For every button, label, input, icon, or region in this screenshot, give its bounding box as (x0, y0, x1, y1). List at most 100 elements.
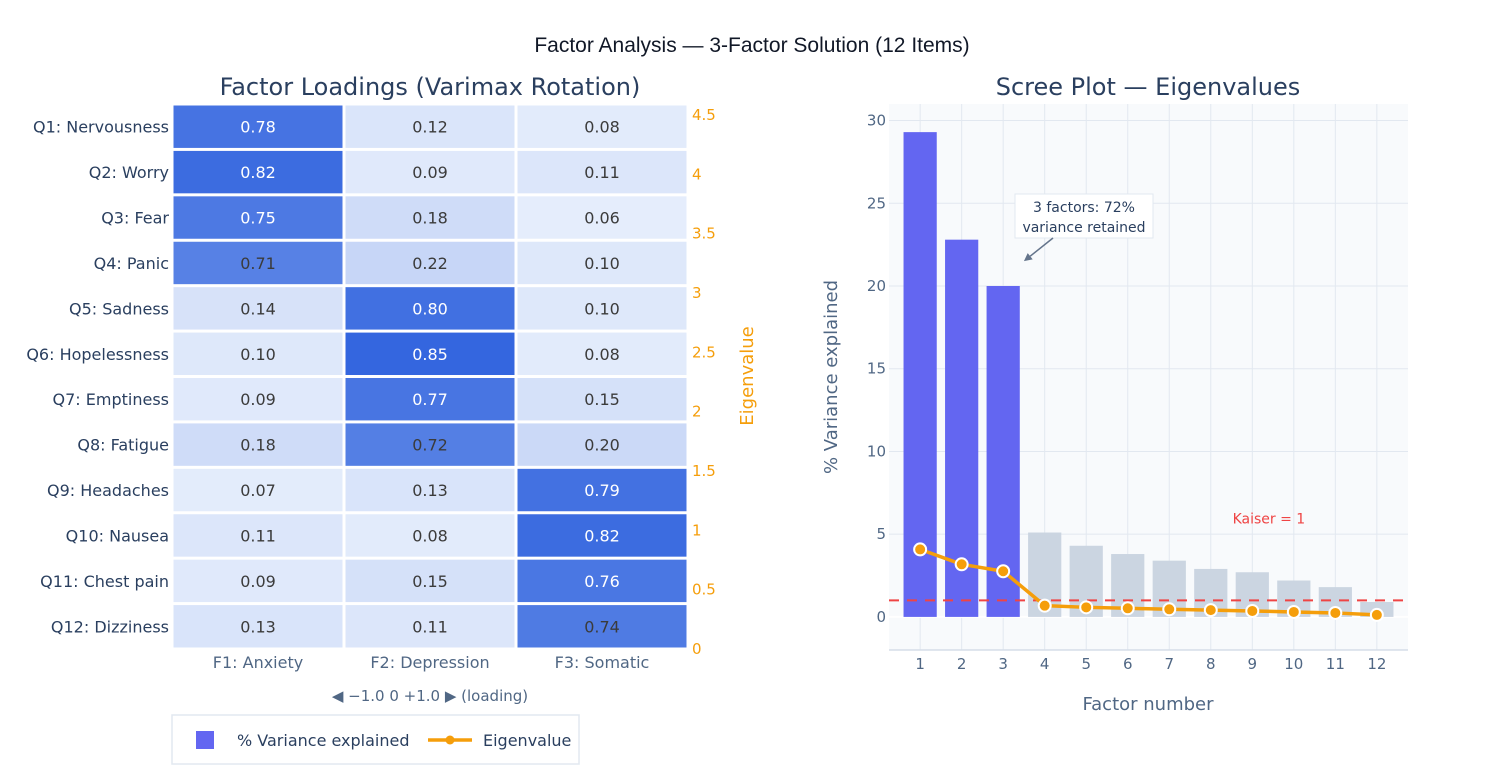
eigenvalue-axis-tick: 2.5 (692, 343, 716, 361)
scree-bar (945, 239, 979, 617)
scree-bar (986, 286, 1020, 617)
heatmap-cell (517, 196, 687, 239)
heatmap-cell (173, 287, 343, 330)
heatmap-cell-value: 0.11 (412, 617, 448, 636)
heatmap-cell-value: 0.72 (412, 436, 448, 455)
scree-x-tick: 1 (915, 655, 925, 673)
legend-label-variance: % Variance explained (237, 731, 410, 750)
legend-item-eigenvalue[interactable]: Eigenvalue (428, 731, 571, 750)
heatmap-cell-value: 0.08 (584, 345, 620, 364)
scree-x-tick: 6 (1123, 655, 1133, 673)
scree-y-tick: 30 (867, 112, 886, 130)
scree-x-ticks: 1 2 3 4 5 6 7 8 9 10 11 12 (915, 655, 1386, 673)
heatmap-cells: 0.78 0.12 0.08 0.82 0.09 0.11 0.75 0.18 0.06 0.71… (173, 105, 687, 648)
heatmap-cell-value: 0.14 (240, 299, 276, 318)
eigenvalue-point (1162, 602, 1177, 617)
heatmap-cell (517, 559, 687, 603)
heatmap-cell (173, 378, 343, 421)
heatmap-cell-value: 0.22 (412, 254, 448, 273)
heatmap-row-label: Q11: Chest pain (40, 572, 169, 591)
scree-y-tick: 10 (867, 442, 886, 460)
scree-x-tick: 4 (1040, 655, 1050, 673)
scree-y-tick: 0 (876, 608, 886, 626)
scree-x-tick: 11 (1326, 655, 1345, 673)
eigenvalue-point (954, 557, 969, 572)
heatmap-cell (173, 105, 343, 148)
heatmap-cell-value: 0.78 (240, 118, 276, 137)
heatmap-row-label: Q4: Panic (94, 254, 169, 273)
heatmap-cell-value: 0.12 (412, 118, 448, 137)
heatmap-cell-value: 0.77 (412, 390, 448, 409)
heatmap-column-label: F1: Anxiety (213, 653, 303, 672)
heatmap-cell (345, 423, 515, 466)
heatmap-cell (345, 332, 515, 375)
heatmap-cell-value: 0.11 (240, 526, 276, 545)
eigenvalue-axis-tick: 0.5 (692, 581, 716, 599)
heatmap-cell-value: 0.09 (412, 163, 448, 182)
heatmap-cell (173, 332, 343, 375)
heatmap-column-label: F2: Depression (370, 653, 489, 672)
heatmap-row-label: Q5: Sadness (69, 299, 169, 318)
scree-x-tick: 7 (1164, 655, 1174, 673)
eigenvalue-point (1037, 598, 1052, 613)
heatmap-cell (173, 468, 343, 512)
heatmap-cell (345, 468, 515, 512)
colorbar-label: ◀ −1.0 0 +1.0 ▶ (loading) (332, 687, 528, 705)
eigenvalue-point (1245, 603, 1260, 618)
heatmap-cell-value: 0.85 (412, 345, 448, 364)
heatmap-cell (517, 287, 687, 330)
heatmap-cell-value: 0.71 (240, 254, 276, 273)
heatmap-cell-value: 0.76 (584, 572, 620, 591)
retained-annotation: 3 factors: 72% variance retained (1014, 193, 1154, 262)
heatmap-cell (173, 150, 343, 194)
scree-x-tick: 5 (1081, 655, 1091, 673)
eigenvalue-point (996, 564, 1011, 579)
scree-y-ticks: 0 5 10 15 20 25 30 (867, 112, 886, 626)
eigenvalue-point (1120, 601, 1135, 616)
heatmap-row-label: Q10: Nausea (66, 526, 169, 545)
heatmap-cell (517, 332, 687, 375)
heatmap-title: Factor Loadings (Varimax Rotation) (220, 73, 641, 101)
heatmap-cell-value: 0.10 (240, 345, 276, 364)
heatmap-cell-value: 0.15 (584, 390, 620, 409)
scree-x-tick: 10 (1284, 655, 1303, 673)
scree-y-tick: 25 (867, 194, 886, 212)
heatmap-cell (173, 241, 343, 285)
heatmap-cell-value: 0.18 (412, 209, 448, 228)
heatmap-cell-value: 0.75 (240, 209, 276, 228)
heatmap-row-label: Q8: Fatigue (77, 436, 169, 455)
eigenvalue-axis-tick: 4.5 (692, 106, 716, 124)
heatmap-row-labels: Q1: Nervousness Q2: Worry Q3: Fear Q4: Pani… (26, 118, 169, 637)
heatmap-cell-value: 0.08 (412, 526, 448, 545)
heatmap-cell (345, 378, 515, 421)
annotation-arrowhead-icon (1023, 253, 1033, 262)
heatmap-cell (345, 514, 515, 557)
annotation-box (1014, 193, 1154, 239)
heatmap-cell-value: 0.82 (584, 526, 620, 545)
eigenvalue-point (1328, 605, 1343, 620)
heatmap-cell (345, 287, 515, 330)
heatmap-cell (173, 514, 343, 557)
heatmap-row-label: Q6: Hopelessness (26, 345, 169, 364)
eigenvalue-axis-tick: 4 (692, 165, 702, 183)
eigenvalue-axis-title: Eigenvalue (737, 326, 758, 425)
legend-item-variance[interactable]: % Variance explained (196, 731, 410, 750)
heatmap-row-label: Q12: Dizziness (51, 617, 169, 636)
heatmap-cell-value: 0.79 (584, 481, 620, 500)
heatmap-column-labels: F1: Anxiety F2: Depression F3: Somatic (213, 653, 650, 672)
heatmap-column-label: F3: Somatic (555, 653, 650, 672)
heatmap-cell-value: 0.20 (584, 436, 620, 455)
heatmap-cell-value: 0.80 (412, 299, 448, 318)
heatmap-cell (345, 559, 515, 603)
heatmap-cell-value: 0.10 (584, 299, 620, 318)
heatmap-cell-value: 0.82 (240, 163, 276, 182)
heatmap-cell-value: 0.11 (584, 163, 620, 182)
eigenvalue-axis-tick: 1 (692, 521, 702, 539)
heatmap-cell (517, 150, 687, 194)
legend: % Variance explained Eigenvalue (171, 714, 580, 765)
scree-y-tick: 5 (876, 525, 886, 543)
heatmap-cell (345, 605, 515, 648)
eigenvalue-axis-tick: 3.5 (692, 225, 716, 243)
